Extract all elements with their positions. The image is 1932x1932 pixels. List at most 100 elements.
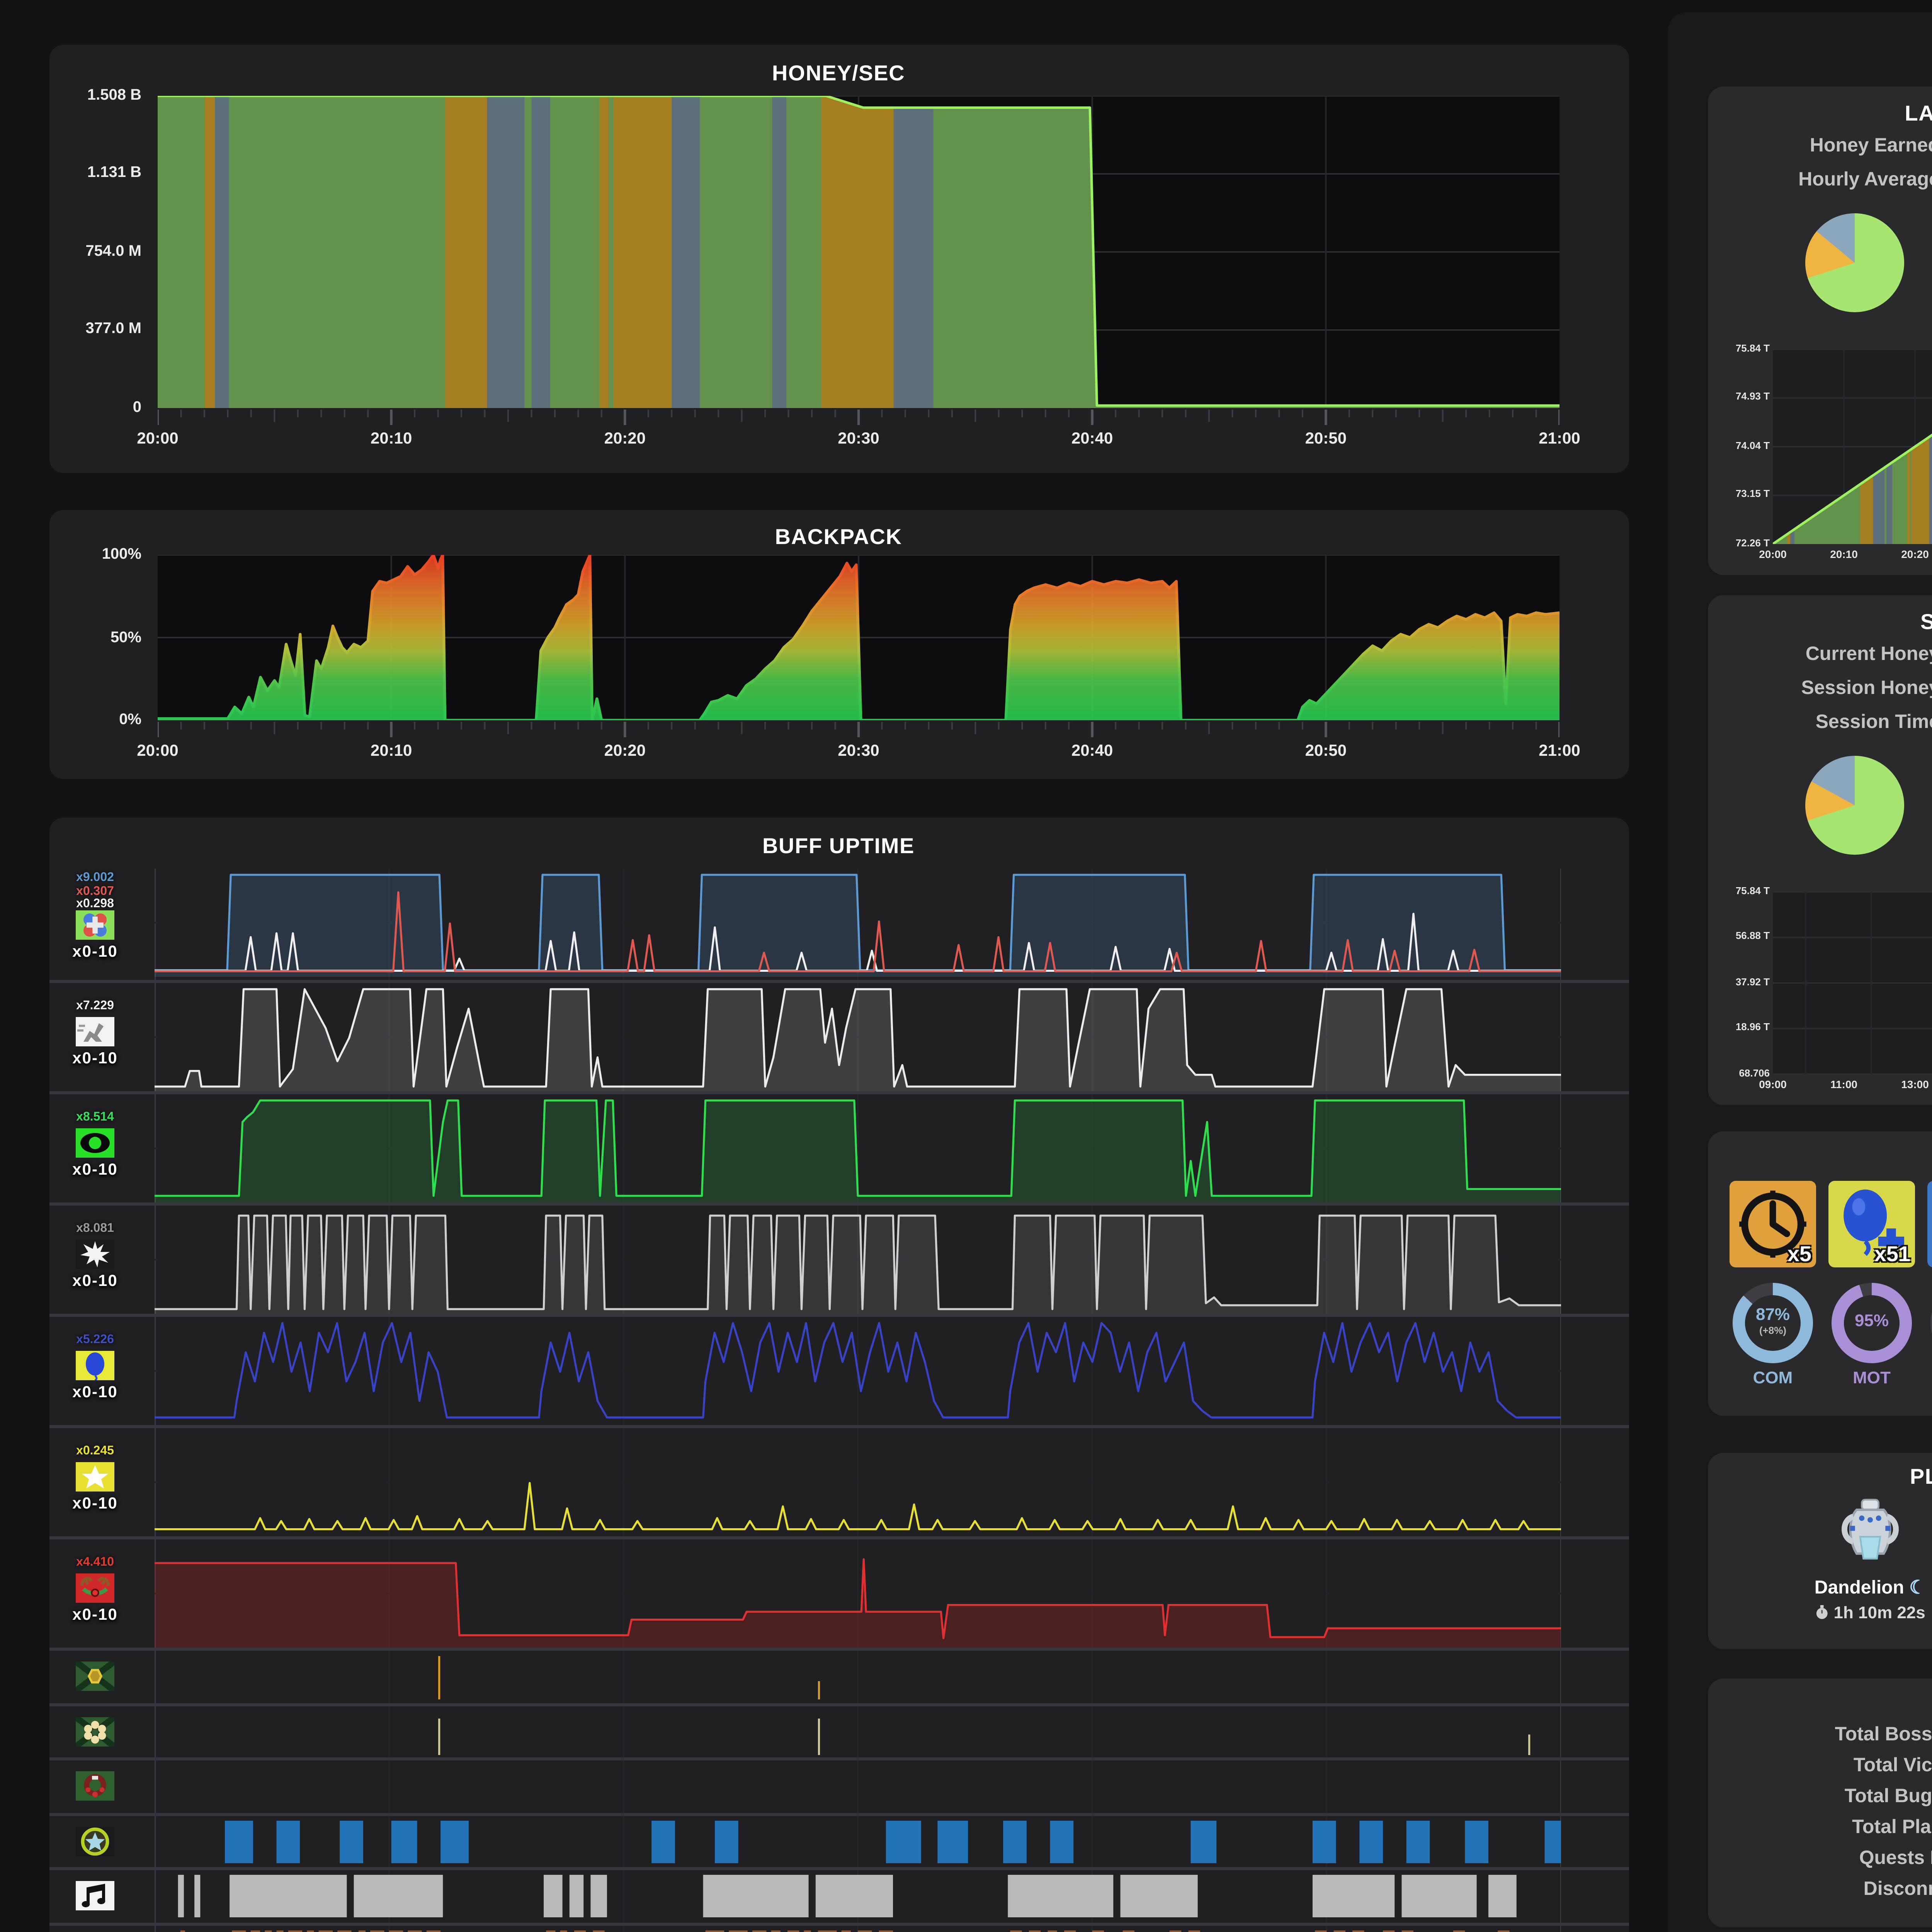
buff-uptime-panel: BUFF UPTIME x9.002 x0.307 x0.298 x0-10 x7.22…: [49, 818, 1628, 1932]
ylabel: 100%: [102, 546, 141, 563]
xlabel: 21:00: [1539, 742, 1580, 760]
legend-row: Gather02:47:3770%: [1862, 770, 1932, 789]
buff-gauge: 87% (+8%): [1733, 1282, 1813, 1362]
buff-row: x9.002 x0.307 x0.298 x0-10: [49, 869, 1628, 977]
buff-gauge-label: MOT: [1853, 1369, 1891, 1387]
stats-row: Total Vic Kills0: [1853, 1753, 1932, 1775]
legend-row: Gather00:41:4570%: [1862, 228, 1932, 247]
honeysec-title: HONEY/SEC: [772, 60, 905, 85]
stat-row: Session Time03:58:54: [1815, 710, 1932, 732]
session-title: SESSION: [1708, 608, 1932, 633]
buff-gauge: 47%(+27%): [1930, 1282, 1932, 1362]
backpack-panel: BACKPACK 100% 50% 0% 20:00 20:10 20:20 20:30 20…: [49, 510, 1628, 779]
ylabel: 56.88 T: [1735, 931, 1770, 942]
last-hour-panel: LAST HOUR 75.84 T 74.93 T 74.04 T 73.15 T 72…: [1708, 86, 1932, 574]
planter-timer: 1h 10m 22s: [1815, 1604, 1925, 1622]
buff-row: x7.229 x0-10: [49, 980, 1628, 1091]
legend-row: Convert00:09:5716%: [1862, 264, 1932, 282]
xlabel: 20:20: [1901, 549, 1929, 560]
xlabel: 13:00: [1901, 1080, 1929, 1090]
buff-row-multiplier: x8.081: [76, 1221, 114, 1235]
ylabel: 18.96 T: [1735, 1022, 1770, 1033]
buff-row-chart: [155, 1760, 1561, 1812]
melody-icon: [76, 1881, 114, 1911]
stat-row: Current Honey75.84 T: [1805, 642, 1932, 664]
stats-row: Disconnects0: [1863, 1877, 1932, 1899]
honeysec-panel: HONEY/SEC 1.508 B 1.131 B 754.0 M 377.0 M 0 2…: [49, 44, 1628, 473]
hex-flag-icon: [74, 1659, 116, 1694]
stats-row: Total Planters3: [1852, 1815, 1932, 1837]
ylabel: 75.84 T: [1735, 886, 1770, 896]
ylabel: 50%: [110, 629, 141, 646]
buff-row-multiplier: x4.410: [76, 1555, 114, 1569]
stats-row: Total Bug Kills31▲7: [1844, 1785, 1932, 1806]
buff-row: x4.410 x0-10: [49, 1536, 1628, 1648]
honeysec-chart: [158, 95, 1560, 408]
buff-row: [49, 1648, 1628, 1702]
star-badge-icon: [76, 1827, 114, 1856]
blue-balloon-icon: [1844, 1189, 1904, 1255]
session-chart: [1773, 891, 1932, 1073]
blue-boost-icon: [76, 1351, 114, 1381]
star-icon: [76, 1462, 114, 1492]
xlabel: 20:00: [137, 742, 179, 760]
buff-row-chart: [155, 1925, 1561, 1932]
backpack-chart: [158, 555, 1560, 720]
buff-row: [49, 1757, 1628, 1812]
backpack-title: BACKPACK: [775, 524, 902, 549]
buff-row-chart: [155, 1428, 1561, 1536]
ylabel: 0: [133, 399, 141, 416]
buff-gauge: 95%: [1832, 1282, 1912, 1362]
buff-uptime-title: BUFF UPTIME: [762, 833, 915, 858]
buff-row-chart: [155, 1706, 1561, 1757]
blue-clay-planter-icon: [1842, 1498, 1899, 1559]
buff-gauge-label: COM: [1753, 1369, 1793, 1387]
ylabel: 68.706: [1739, 1068, 1770, 1079]
buff-row-axis: x0-10: [72, 1161, 118, 1179]
ylabel: 37.92 T: [1735, 977, 1770, 988]
buff-multiplier: x5: [1787, 1240, 1811, 1265]
field-boost-icon: [76, 910, 114, 940]
xlabel: 20:40: [1071, 742, 1113, 760]
stat-row: Honey Earned3.573 T ▲: [1810, 134, 1932, 155]
buff-row-axis: x0-10: [72, 1495, 118, 1513]
buff-row-multiplier: x0.298: [76, 896, 114, 910]
right-sidebar: LAST HOUR 75.84 T 74.93 T 74.04 T 73.15 T 72…: [1668, 12, 1932, 1932]
stopwatch-icon: [1816, 1604, 1828, 1618]
buff-row: [49, 1867, 1628, 1922]
xlabel: 20:10: [1830, 549, 1858, 560]
buff-row-chart: [155, 869, 1561, 977]
xlabel: 20:00: [1759, 549, 1787, 560]
buff-row-multiplier: x7.229: [76, 998, 114, 1012]
session-pie-chart: [1805, 755, 1904, 854]
ylabel: 73.15 T: [1735, 489, 1770, 500]
stats-panel: STATS Total Boss Kills0 Total Vic Kills0 T…: [1708, 1678, 1932, 1927]
legend-row: Other00:08:1814%: [1862, 299, 1932, 318]
stats-row: Quests Done0: [1859, 1846, 1932, 1868]
ylabel: 1.131 B: [87, 165, 141, 182]
buff-row-axis: x0-10: [72, 1049, 118, 1068]
stats-row: Total Boss Kills0: [1835, 1723, 1932, 1744]
buff-row-axis: x0-10: [72, 943, 118, 961]
xlabel: 20:50: [1305, 429, 1347, 448]
ylabel: 1.508 B: [87, 87, 141, 104]
planters-panel: PLANTERS Dandelion ☾ 1h 10m 22sPineapple…: [1708, 1452, 1932, 1648]
wreath-icon: [76, 1772, 114, 1801]
buff-row-multiplier: x9.002: [76, 870, 114, 884]
ylabel: 377.0 M: [85, 321, 141, 338]
last-hour-chart: [1773, 349, 1932, 543]
ylabel: 754.0 M: [85, 243, 141, 260]
buff-row-axis: x0-10: [72, 1383, 118, 1402]
xlabel: 20:40: [1071, 429, 1113, 448]
stats-title: STATS: [1708, 1689, 1932, 1713]
buff-row-chart: [155, 1815, 1561, 1867]
ylabel: 72.26 T: [1735, 538, 1770, 549]
bubbles-icon: [1927, 1180, 1932, 1267]
xlabel: 21:00: [1539, 429, 1580, 448]
buff-row-chart: [155, 1870, 1561, 1922]
xlabel: 20:50: [1305, 742, 1347, 760]
antlers-icon: [76, 1573, 114, 1603]
buff-tile: x5.87: [1927, 1180, 1932, 1267]
flower-flag-icon: [74, 1714, 116, 1749]
